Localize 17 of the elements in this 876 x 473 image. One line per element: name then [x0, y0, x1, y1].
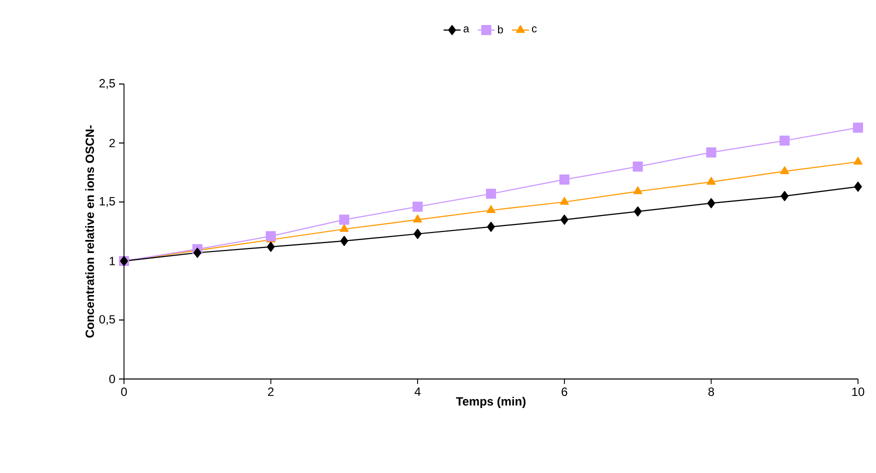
y-tick-label: 1 [110, 256, 115, 266]
x-tick-label: 0 [121, 388, 127, 396]
legend-label: b [498, 25, 503, 34]
y-tick-label: 2,5 [99, 79, 115, 89]
x-tick-label: 8 [708, 388, 714, 396]
legend-label: c [532, 26, 537, 32]
y-tick-label: 1,5 [100, 197, 115, 207]
y-axis-title: Concentration relative en ions OSCN- [85, 125, 94, 338]
legend-label: a [464, 26, 470, 32]
y-tick-label: 2 [109, 138, 115, 148]
x-axis-title: Temps (min) [456, 396, 526, 408]
y-tick-label: 0 [109, 374, 116, 384]
x-tick-label: 2 [268, 388, 274, 396]
x-tick-label: 6 [562, 388, 568, 396]
x-tick-label: 4 [414, 388, 421, 396]
y-tick-label: 0,5 [99, 315, 115, 325]
x-tick-label: 10 [852, 388, 864, 396]
